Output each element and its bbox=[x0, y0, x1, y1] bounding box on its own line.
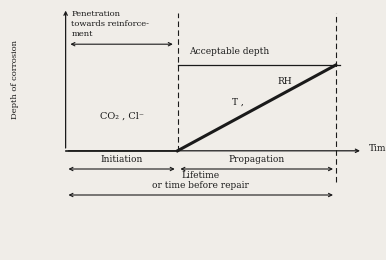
Text: Lifetime
or time before repair: Lifetime or time before repair bbox=[152, 171, 249, 190]
Text: Time: Time bbox=[369, 144, 386, 153]
Text: Penetration
towards reinforce-
ment: Penetration towards reinforce- ment bbox=[71, 10, 149, 38]
Text: RH: RH bbox=[278, 77, 293, 86]
Text: CO₂ , Cl⁻: CO₂ , Cl⁻ bbox=[100, 111, 144, 120]
Text: T ,: T , bbox=[232, 98, 243, 107]
Text: Depth of corrosion: Depth of corrosion bbox=[12, 40, 19, 119]
Text: Propagation: Propagation bbox=[229, 155, 285, 164]
Text: Acceptable depth: Acceptable depth bbox=[189, 47, 269, 56]
Text: Initiation: Initiation bbox=[100, 155, 143, 164]
